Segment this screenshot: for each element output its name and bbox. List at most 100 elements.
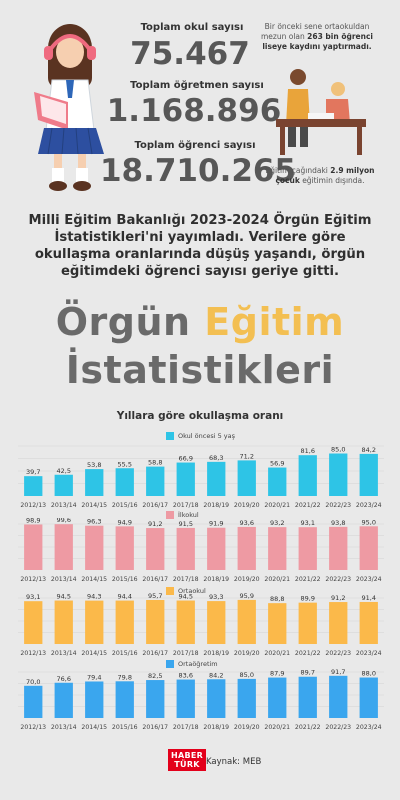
data-label-primary: 96,3 — [87, 518, 101, 526]
x-tick-label: 2023/24 — [356, 576, 382, 583]
legend-primary: İlkokul — [166, 511, 199, 519]
data-label-primary: 93,2 — [270, 519, 284, 527]
x-tick-label: 2013/14 — [51, 650, 77, 657]
data-label-middle: 88,8 — [270, 595, 284, 603]
x-tick-label: 2022/23 — [325, 650, 351, 657]
bar-middle — [207, 601, 226, 644]
x-tick-label: 2020/21 — [264, 650, 290, 657]
data-label-middle: 91,2 — [331, 594, 345, 602]
students-at-desk-illustration — [276, 69, 366, 155]
x-tick-label: 2022/23 — [325, 724, 351, 731]
bar-preschool — [176, 462, 195, 496]
data-label-preschool: 71,2 — [240, 452, 254, 460]
data-label-middle: 94,5 — [179, 593, 193, 601]
data-label-primary: 91,9 — [209, 520, 223, 528]
bar-secondary — [85, 681, 104, 718]
bar-secondary — [146, 680, 165, 718]
school-count-label: Toplam okul sayısı — [140, 22, 244, 33]
x-tick-label: 2014/15 — [81, 724, 107, 731]
teacher-count-value: 1.168.896 — [106, 93, 282, 129]
x-tick-label: 2016/17 — [142, 502, 168, 509]
source-text: Kaynak: MEB — [206, 757, 262, 767]
bar-primary — [207, 527, 226, 570]
data-label-middle: 93,1 — [26, 593, 40, 601]
x-tick-label: 2012/13 — [20, 650, 46, 657]
data-label-secondary: 91,7 — [331, 668, 345, 676]
bar-secondary — [237, 678, 256, 718]
out-of-school-note: Eğitim çağındaki 2.9 milyon çocuk eğitim… — [258, 166, 382, 186]
data-label-preschool: 56,9 — [270, 460, 284, 468]
data-label-preschool: 42,5 — [57, 467, 71, 475]
haberturk-logo: HABER TÜRK — [168, 749, 207, 771]
bar-middle — [146, 599, 165, 644]
x-tick-label: 2018/19 — [203, 502, 229, 509]
x-tick-label: 2020/21 — [264, 576, 290, 583]
x-tick-label: 2023/24 — [356, 724, 382, 731]
x-tick-label: 2018/19 — [203, 724, 229, 731]
x-tick-label: 2019/20 — [234, 502, 260, 509]
data-label-preschool: 68,3 — [209, 454, 223, 462]
page-title: Örgün Eğitim — [0, 300, 400, 344]
x-tick-label: 2017/18 — [173, 724, 199, 731]
data-label-preschool: 58,8 — [148, 459, 162, 467]
bar-primary — [146, 528, 165, 570]
x-tick-label: 2016/17 — [142, 576, 168, 583]
secondary-note-text: Bir önceki sene ortaokuldan mezun olan — [261, 22, 370, 42]
x-tick-label: 2018/19 — [203, 576, 229, 583]
x-tick-label: 2019/20 — [234, 576, 260, 583]
bar-secondary — [115, 681, 134, 718]
bar-primary — [176, 527, 195, 570]
x-tick-label: 2023/24 — [356, 502, 382, 509]
bar-middle — [115, 600, 134, 644]
out-of-school-bold: 2.9 milyon çocuk — [275, 166, 375, 186]
legend-label-secondary: Ortaöğretim — [178, 660, 218, 668]
secondary-note-bold: 263 bin öğrenci liseye kaydını yaptırmad… — [262, 32, 373, 52]
data-label-preschool: 84,2 — [362, 446, 376, 454]
bar-middle — [85, 600, 104, 644]
x-tick-label: 2013/14 — [51, 724, 77, 731]
bar-secondary — [24, 685, 43, 718]
x-tick-label: 2023/24 — [356, 650, 382, 657]
data-label-primary: 95,0 — [362, 518, 376, 526]
data-label-middle: 94,5 — [57, 593, 71, 601]
girl-reading-illustration — [34, 24, 104, 191]
data-label-secondary: 83,6 — [179, 672, 193, 680]
x-tick-label: 2021/22 — [295, 724, 321, 731]
data-label-middle: 89,9 — [301, 595, 315, 603]
x-tick-label: 2016/17 — [142, 650, 168, 657]
legend-label-primary: İlkokul — [178, 511, 199, 519]
x-tick-label: 2014/15 — [81, 576, 107, 583]
bar-secondary — [298, 676, 317, 718]
bar-middle — [359, 601, 378, 644]
bar-preschool — [237, 460, 256, 496]
bar-preschool — [146, 466, 165, 496]
bar-primary — [54, 524, 73, 570]
x-tick-label: 2022/23 — [325, 502, 351, 509]
x-tick-label: 2019/20 — [234, 724, 260, 731]
data-label-primary: 91,5 — [179, 520, 193, 528]
chart-secondary: 70,0 2012/13 76,6 2013/14 79,4 2014/15 79,8 201… — [18, 668, 384, 731]
bar-preschool — [207, 461, 226, 496]
data-label-preschool: 81,6 — [301, 447, 315, 455]
x-tick-label: 2012/13 — [20, 502, 46, 509]
bar-secondary — [176, 679, 195, 718]
legend-swatch-secondary — [166, 660, 174, 668]
legend-swatch-preschool — [166, 432, 174, 440]
x-tick-label: 2013/14 — [51, 502, 77, 509]
bar-primary — [237, 526, 256, 570]
x-tick-label: 2020/21 — [264, 724, 290, 731]
data-label-secondary: 87,9 — [270, 670, 284, 678]
bar-primary — [359, 526, 378, 570]
x-tick-label: 2018/19 — [203, 650, 229, 657]
bar-middle — [24, 601, 43, 644]
bar-secondary — [207, 679, 226, 718]
school-count-value: 75.467 — [130, 36, 250, 72]
data-label-middle: 95,9 — [240, 592, 254, 600]
bar-primary — [329, 526, 348, 570]
data-label-preschool: 85,0 — [331, 446, 345, 454]
chart-preschool: 39,7 2012/13 42,5 2013/14 53,8 2014/15 55,5 201… — [18, 446, 384, 509]
data-label-primary: 91,2 — [148, 520, 162, 528]
x-tick-label: 2017/18 — [173, 650, 199, 657]
data-label-preschool: 39,7 — [26, 468, 40, 476]
x-tick-label: 2012/13 — [20, 576, 46, 583]
